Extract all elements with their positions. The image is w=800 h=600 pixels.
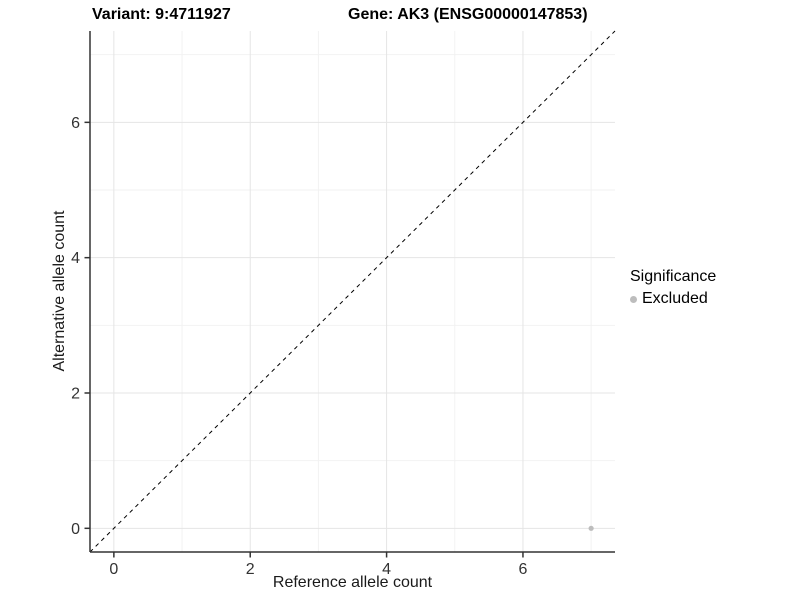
x-tick-label: 0 xyxy=(109,561,118,578)
y-tick-label: 0 xyxy=(71,521,80,538)
data-point xyxy=(588,525,594,531)
legend-item-excluded: Excluded xyxy=(630,290,716,308)
identity-line xyxy=(89,30,616,553)
x-tick-label: 2 xyxy=(246,561,255,578)
x-tick-label: 4 xyxy=(382,561,391,578)
legend-title: Significance xyxy=(630,268,717,285)
y-tick-label: 2 xyxy=(71,385,80,402)
x-axis-label: Reference allele count xyxy=(272,574,433,591)
y-tick-label: 6 xyxy=(71,115,80,132)
legend-item-label: Excluded xyxy=(642,290,708,307)
x-tick-label: 6 xyxy=(519,561,528,578)
gene-title: Gene: AK3 (ENSG00000147853) xyxy=(348,6,588,23)
variant-title: Variant: 9:4711927 xyxy=(92,6,231,23)
y-axis-label: Alternative allele count xyxy=(51,210,68,372)
excluded-point-icon xyxy=(630,295,637,303)
legend: Significance Excluded xyxy=(630,268,716,308)
y-tick-label: 4 xyxy=(71,250,80,267)
